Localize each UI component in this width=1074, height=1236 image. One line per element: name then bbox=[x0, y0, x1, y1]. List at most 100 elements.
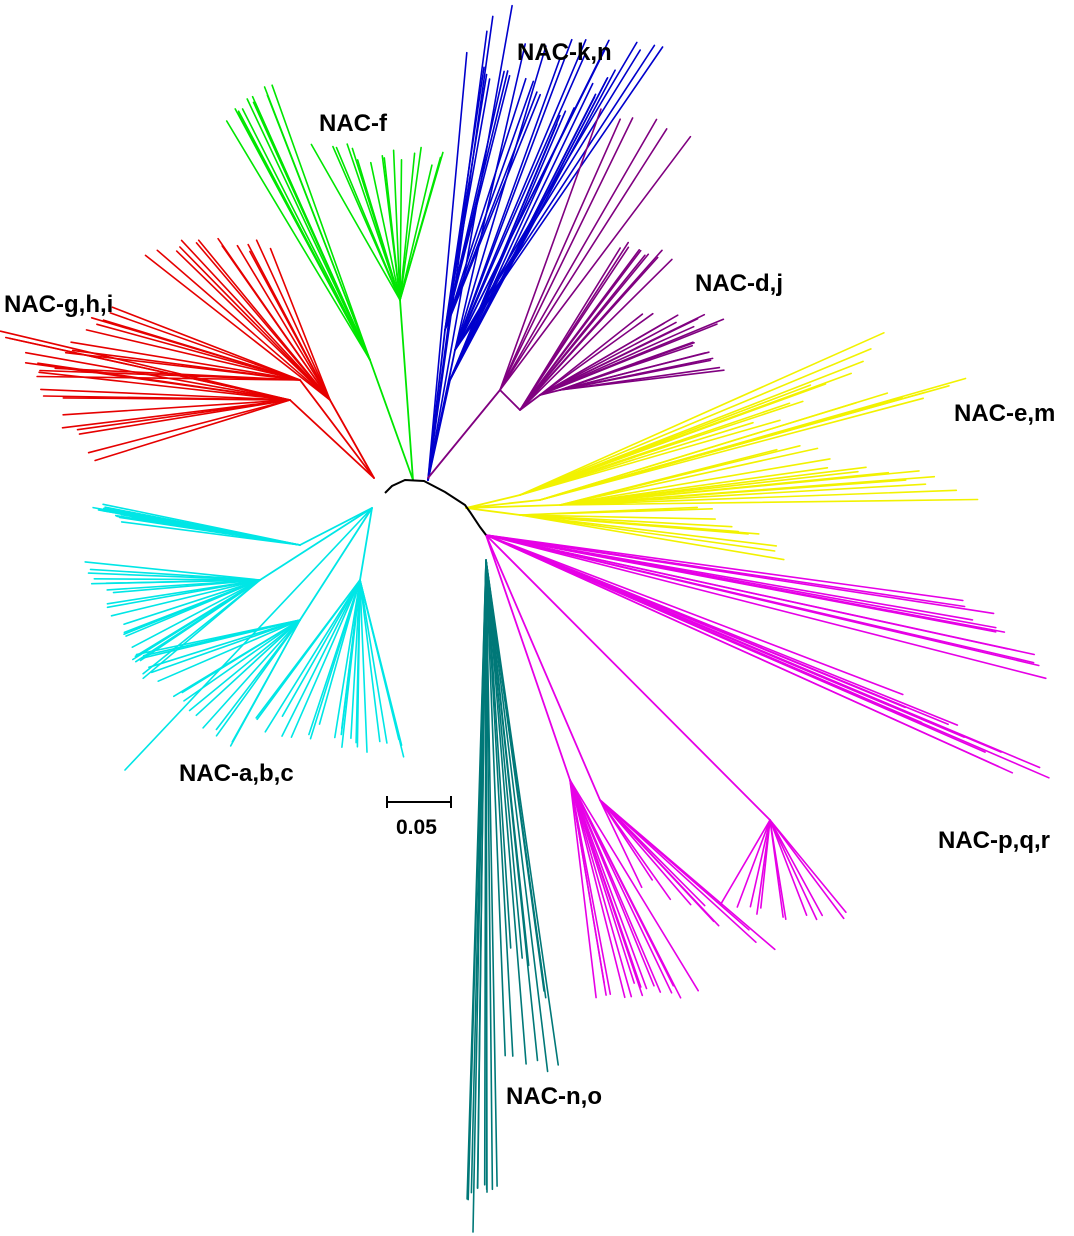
branch-e-m-leaf bbox=[559, 447, 819, 506]
branch-p-q-r-leaf bbox=[569, 779, 662, 993]
branch-n-o-leaf bbox=[485, 559, 512, 949]
branch-p-q-r-leaf bbox=[569, 779, 633, 998]
branch-n-o-leaf bbox=[485, 559, 547, 999]
branch-g-h-i-leaf bbox=[62, 397, 291, 401]
branch-f-leaf bbox=[399, 152, 416, 301]
branch-n-o-leaf bbox=[485, 559, 498, 1187]
branch-p-q-r-leaf bbox=[599, 799, 720, 927]
branch-p-q-r-leaf bbox=[569, 779, 597, 999]
branch-a-b-c-leaf bbox=[84, 561, 261, 581]
branch-a-b-c-leaf bbox=[350, 579, 361, 740]
branch-a-b-c-leaf bbox=[131, 579, 261, 649]
branch-a-b-c-leaf bbox=[173, 619, 301, 698]
branch-e-m-leaf bbox=[559, 483, 927, 506]
branch-a-b-c-leaf bbox=[231, 619, 301, 743]
branch-a-b-c-stem bbox=[359, 507, 373, 581]
branch-f-stem bbox=[399, 299, 414, 481]
branch-f-leaf bbox=[310, 143, 401, 301]
branch-k-n-leaf bbox=[449, 107, 575, 381]
branch-d-j-leaf bbox=[539, 312, 654, 396]
branch-g-h-i-leaf bbox=[156, 249, 331, 401]
branch-a-b-c-leaf bbox=[106, 579, 261, 609]
branch-g-h-i-leaf bbox=[71, 349, 301, 381]
branch-g-h-i-leaf bbox=[39, 388, 291, 401]
branch-e-m-leaf bbox=[559, 458, 831, 506]
branch-k-n-leaf bbox=[444, 80, 535, 331]
branch-p-q-r-leaf bbox=[769, 819, 808, 917]
branch-a-b-c-leaf bbox=[148, 619, 301, 669]
branch-d-j-leaf bbox=[539, 318, 725, 396]
branch-a-b-c-leaf bbox=[308, 579, 361, 736]
clade-label-nac-d-j: NAC-d,j bbox=[695, 270, 783, 297]
branch-a-b-c-leaf bbox=[120, 521, 301, 546]
branch-e-m-leaf bbox=[519, 372, 853, 496]
branch-n-o-leaf bbox=[472, 559, 487, 1233]
branch-e-m-leaf bbox=[539, 397, 925, 501]
branch-p-q-r-leaf bbox=[719, 819, 771, 906]
branch-d-j-leaf bbox=[559, 351, 710, 391]
branch-f-leaf bbox=[241, 108, 371, 361]
branch-p-q-r-leaf bbox=[485, 534, 1006, 633]
branch-e-m-stem bbox=[465, 494, 521, 509]
branch-a-b-c-leaf bbox=[256, 579, 361, 721]
branch-d-j-leaf bbox=[499, 108, 602, 391]
branch-p-q-r-leaf bbox=[569, 779, 682, 999]
branch-a-b-c-leaf bbox=[215, 619, 301, 731]
branch-n-o-leaf bbox=[485, 559, 524, 959]
branch-e-m-leaf bbox=[519, 348, 872, 496]
branch-p-q-r-leaf bbox=[599, 799, 692, 906]
branch-d-j-leaf bbox=[499, 117, 634, 391]
branch-a-b-c-leaf bbox=[142, 579, 261, 680]
branch-e-m-leaf bbox=[539, 377, 967, 501]
branch-n-o-leaf bbox=[485, 559, 527, 1065]
branch-g-h-i-leaf bbox=[269, 247, 331, 401]
branch-a-b-c-stem bbox=[299, 507, 373, 621]
branch-e-m-leaf bbox=[519, 400, 804, 496]
branch-a-b-c-stem bbox=[259, 507, 373, 581]
branch-a-b-c-leaf bbox=[195, 619, 301, 717]
branch-k-n-leaf bbox=[444, 75, 511, 331]
branch-g-h-i-leaf bbox=[249, 250, 331, 401]
branch-a-b-c-leaf bbox=[318, 579, 361, 725]
branch-p-q-r-leaf bbox=[569, 779, 648, 990]
branch-d-j-leaf bbox=[519, 249, 641, 411]
branch-e-m-leaf bbox=[559, 489, 958, 506]
branch-f-leaf bbox=[399, 164, 433, 301]
clade-label-nac-n-o: NAC-n,o bbox=[506, 1083, 602, 1110]
branch-d-j-stem bbox=[499, 389, 521, 411]
branch-e-m-leaf bbox=[519, 360, 864, 496]
branch-e-m-leaf bbox=[559, 470, 920, 506]
branch-p-q-r-leaf bbox=[569, 779, 612, 996]
branch-d-j-leaf bbox=[519, 253, 650, 411]
branch-p-q-r-leaf bbox=[485, 534, 964, 602]
branch-k-n-stem bbox=[427, 329, 446, 481]
branch-g-h-i-leaf bbox=[195, 242, 331, 401]
branch-k-n-leaf bbox=[454, 45, 547, 351]
branch-p-q-r-leaf bbox=[769, 819, 818, 921]
branch-k-n-leaf bbox=[444, 78, 491, 331]
branch-e-m-leaf bbox=[519, 514, 760, 535]
branch-k-n-leaf bbox=[449, 82, 594, 381]
branch-d-j-leaf bbox=[519, 256, 659, 411]
clade-label-nac-a-b-c: NAC-a,b,c bbox=[179, 760, 294, 787]
branch-p-q-r-leaf bbox=[569, 779, 673, 994]
branch-d-j-stem bbox=[519, 394, 541, 411]
branch-d-j-leaf bbox=[539, 313, 644, 396]
branch-f-leaf bbox=[399, 159, 403, 301]
branch-f-leaf bbox=[369, 161, 401, 301]
branch-a-b-c-leaf bbox=[356, 579, 361, 748]
branch-k-n-leaf bbox=[454, 38, 573, 351]
branch-p-q-r-leaf bbox=[769, 819, 845, 920]
branch-a-b-c-leaf bbox=[89, 568, 261, 581]
branch-f-leaf bbox=[263, 86, 371, 361]
branch-p-q-r-leaf bbox=[569, 779, 626, 999]
branch-e-m-leaf bbox=[559, 475, 936, 506]
branch-a-b-c-stem bbox=[299, 507, 373, 546]
branch-d-j-leaf bbox=[539, 313, 706, 396]
branch-p-q-r-leaf bbox=[749, 819, 771, 908]
branch-f-leaf bbox=[381, 155, 401, 301]
branch-g-h-i-leaf bbox=[62, 399, 291, 416]
branch-g-h-i-leaf bbox=[85, 329, 301, 381]
branch-a-b-c-leaf bbox=[110, 579, 261, 617]
